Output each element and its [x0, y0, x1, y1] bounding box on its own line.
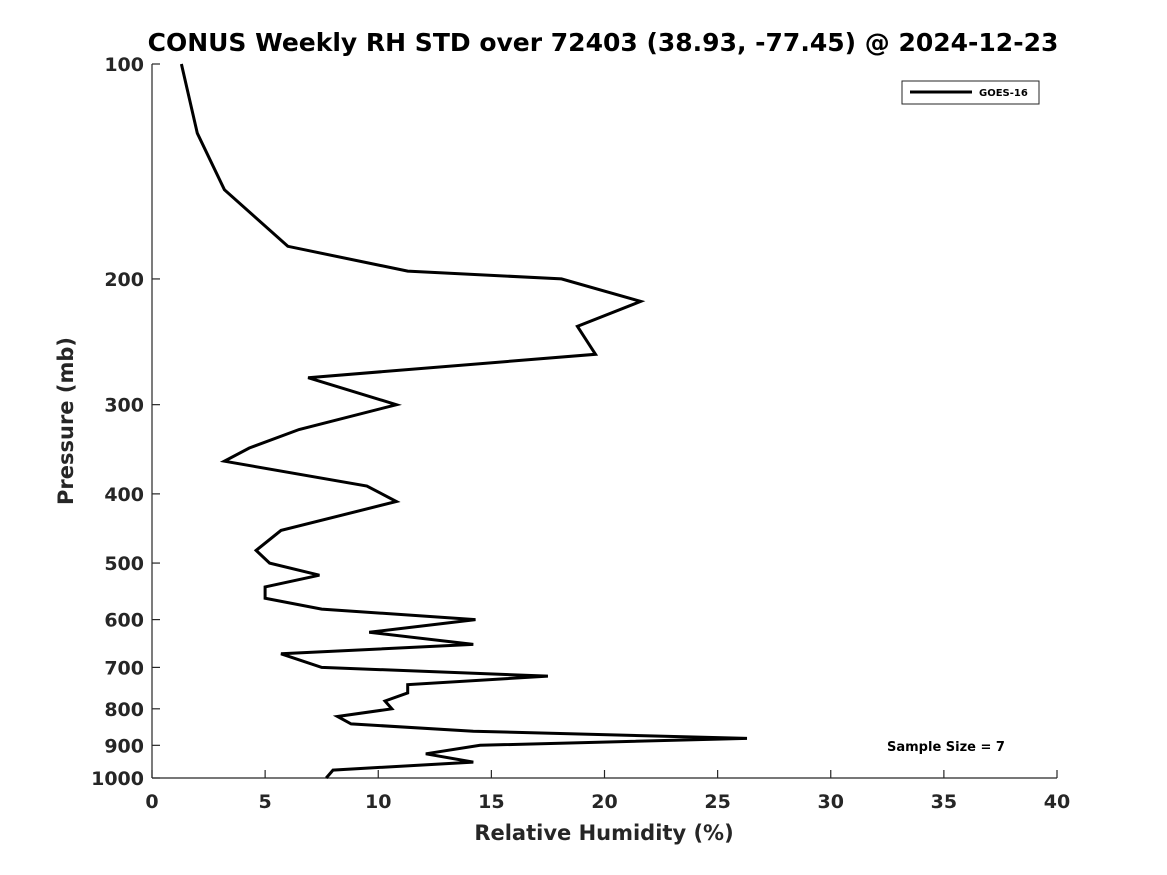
y-tick-label: 400 [104, 484, 144, 506]
y-ticks: 100 200 300 400 500 600 700 800 900 1000 [91, 54, 160, 790]
y-tick-label: 900 [104, 735, 144, 757]
y-tick-label: 1000 [91, 768, 144, 790]
x-axis-label: Relative Humidity (%) [474, 821, 733, 845]
y-tick-label: 700 [104, 657, 144, 679]
x-tick-label: 5 [259, 791, 272, 813]
y-axis-label: Pressure (mb) [54, 337, 78, 505]
legend-label-goes-16: GOES-16 [979, 88, 1028, 99]
x-ticks: 0 5 10 15 20 25 30 35 40 [145, 770, 1070, 813]
sample-size-annotation: Sample Size = 7 [887, 740, 1005, 755]
plot-area [152, 64, 1057, 778]
y-tick-label: 100 [104, 54, 144, 76]
y-tick-label: 200 [104, 269, 144, 291]
y-tick-label: 800 [104, 699, 144, 721]
series-layer [179, 63, 748, 779]
x-tick-label: 40 [1044, 791, 1070, 813]
x-tick-label: 30 [818, 791, 844, 813]
x-tick-label: 15 [478, 791, 504, 813]
y-tick-label: 600 [104, 610, 144, 632]
series-line-goes-16 [179, 63, 748, 779]
x-tick-label: 0 [145, 791, 158, 813]
x-tick-label: 35 [931, 791, 957, 813]
chart-title: CONUS Weekly RH STD over 72403 (38.93, -… [148, 28, 1059, 57]
x-tick-label: 20 [591, 791, 617, 813]
legend: GOES-16 [901, 80, 1040, 105]
x-tick-label: 25 [704, 791, 730, 813]
y-tick-label: 500 [104, 553, 144, 575]
x-tick-label: 10 [365, 791, 391, 813]
y-tick-label: 300 [104, 395, 144, 417]
